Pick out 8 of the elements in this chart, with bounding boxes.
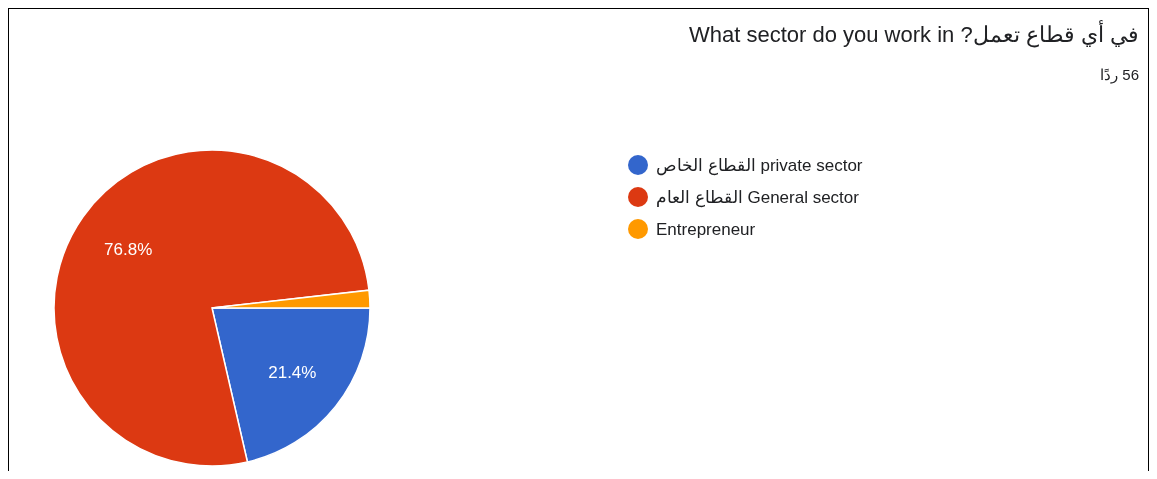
legend-label: Entrepreneur xyxy=(656,219,756,239)
data-label: 21.4% xyxy=(268,362,317,382)
data-label: 76.8% xyxy=(104,239,153,259)
legend-label: القطاع الخاص private sector xyxy=(656,155,863,176)
legend-label: القطاع العام General sector xyxy=(656,187,860,208)
text: 56 ردًا xyxy=(1100,66,1139,84)
text: What sector do you work in ?في أي قطاع تعمل xyxy=(688,19,1139,48)
pie-slice xyxy=(53,149,370,467)
